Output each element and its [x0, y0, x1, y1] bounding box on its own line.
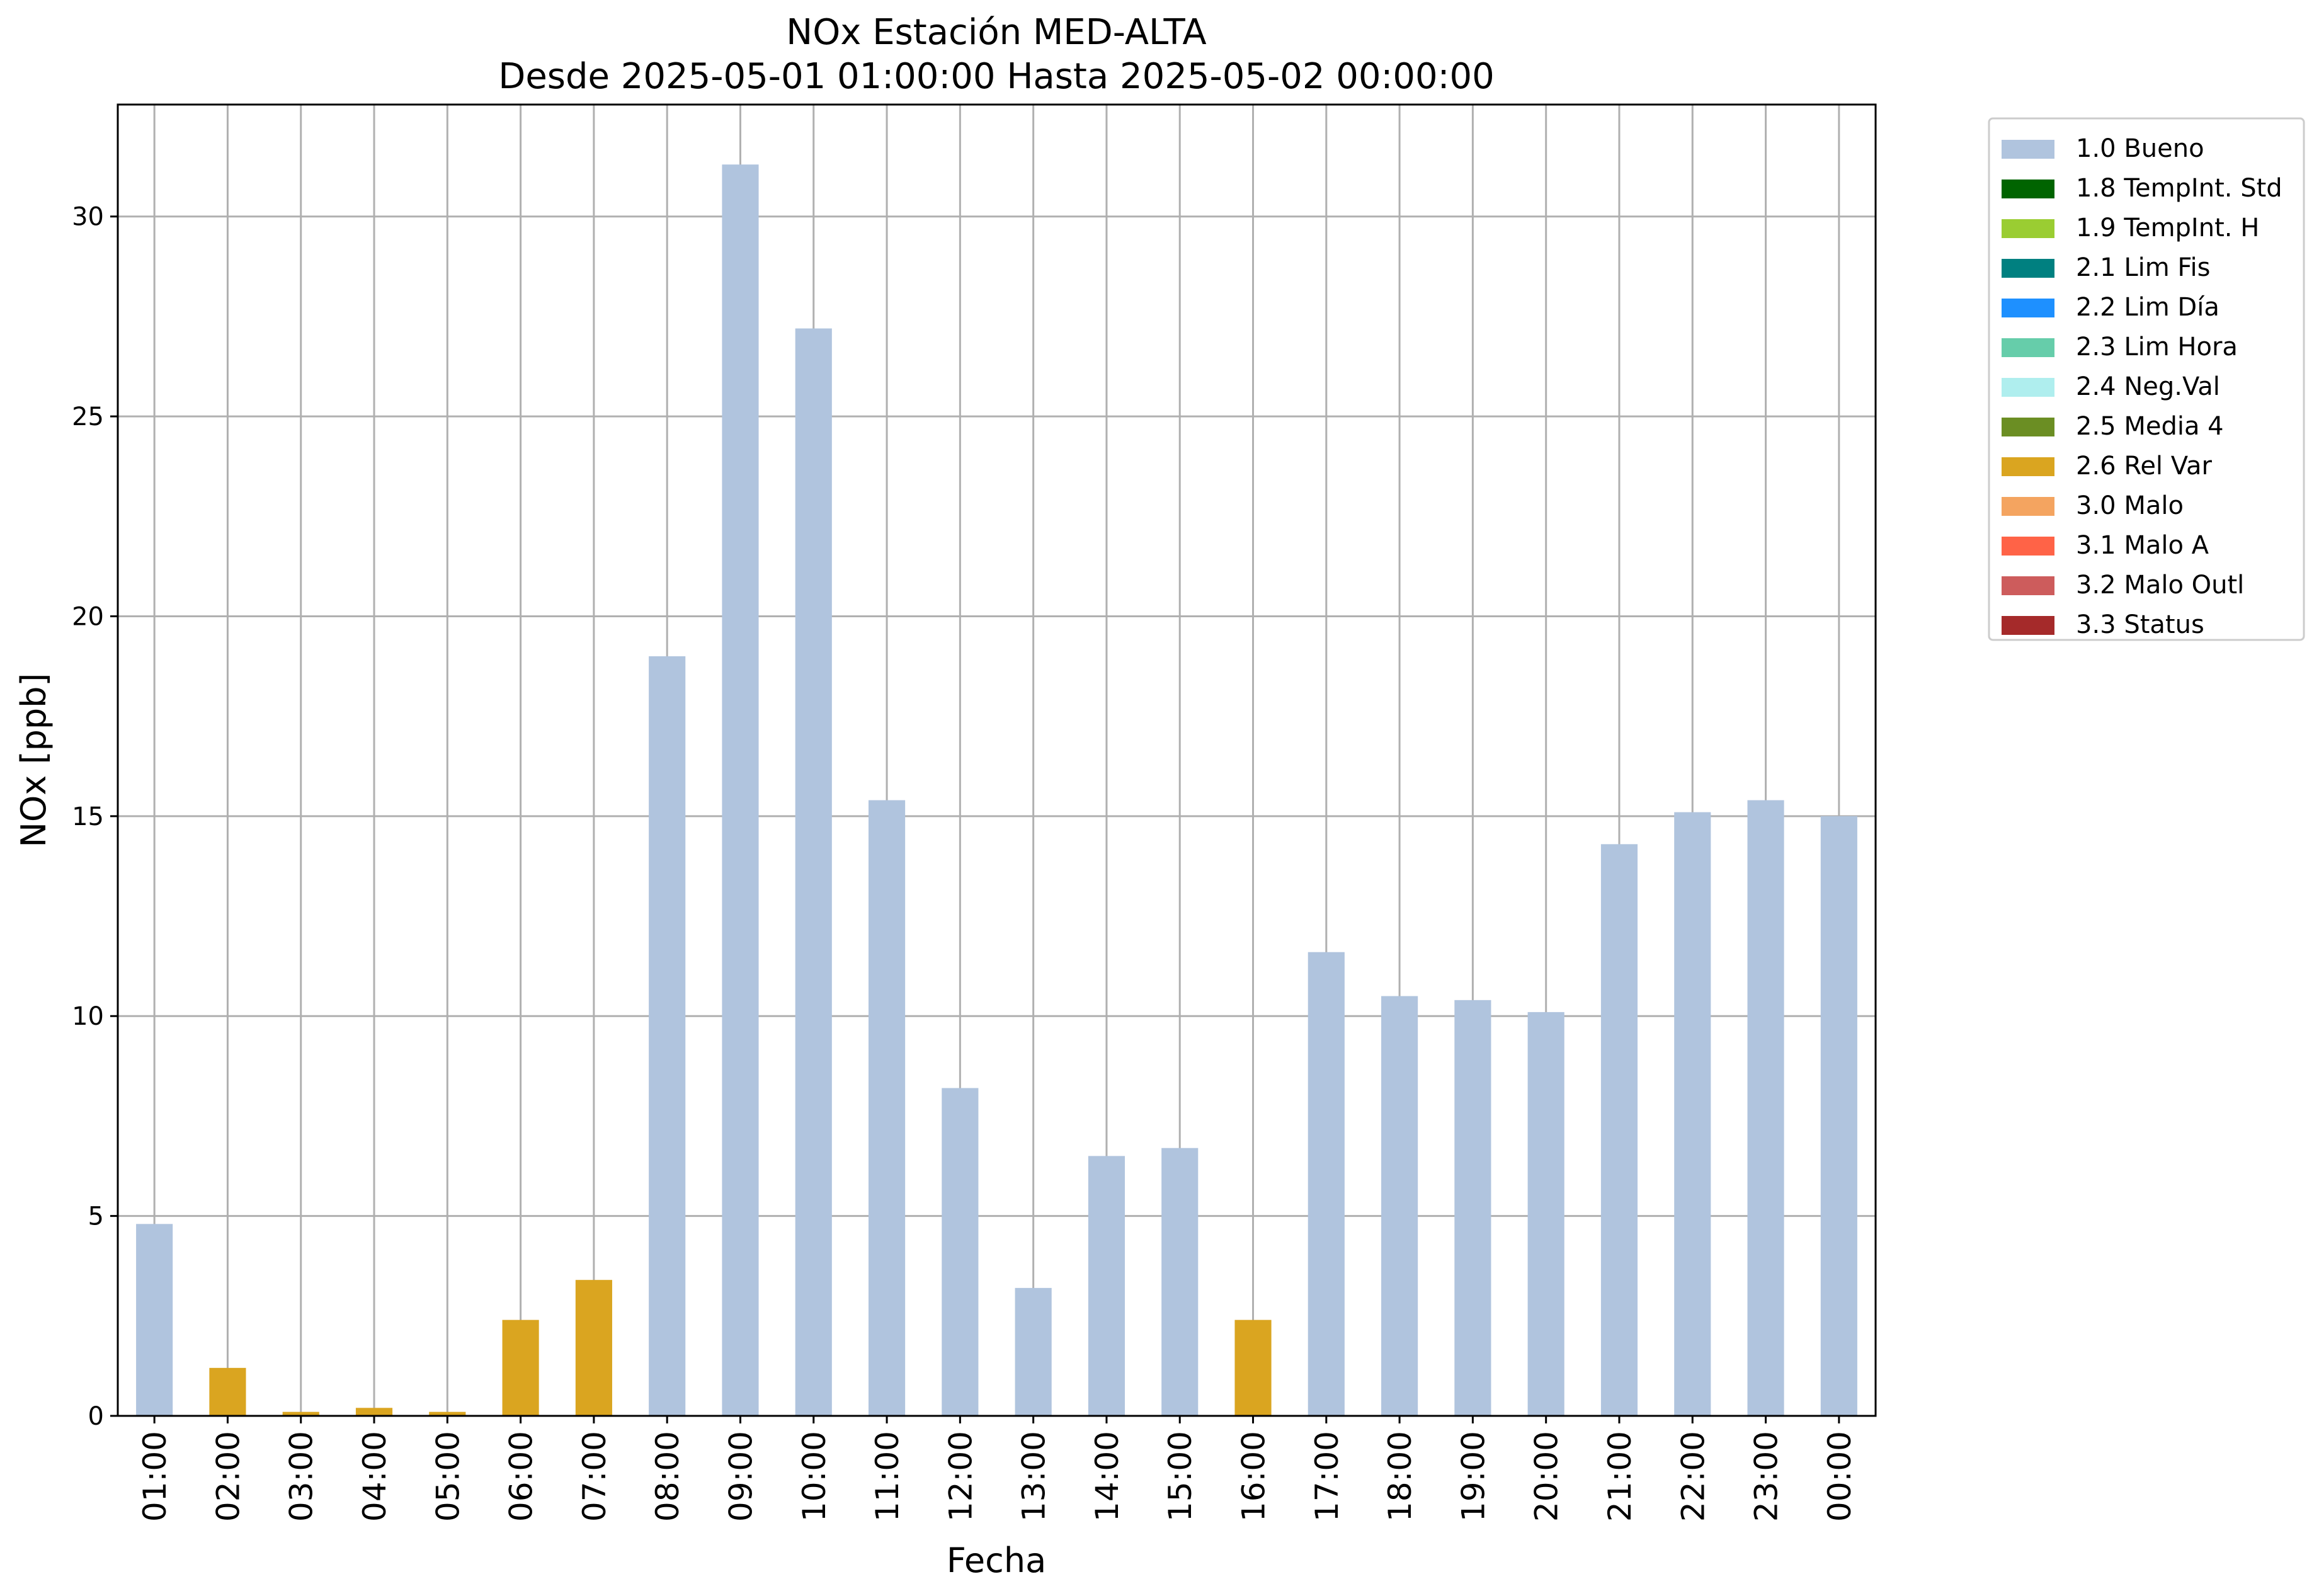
- bar-1500: [1161, 1148, 1199, 1416]
- y-tick-label: 15: [72, 802, 104, 831]
- bar-1100: [868, 800, 906, 1416]
- x-tick-label: 19:00: [1455, 1431, 1491, 1522]
- x-tick-label: 11:00: [869, 1431, 906, 1522]
- bar-2000: [1527, 1012, 1564, 1416]
- x-tick-label: 13:00: [1016, 1431, 1052, 1522]
- bar-0100: [136, 1224, 173, 1416]
- legend-label: 2.1 Lim Fis: [2076, 253, 2210, 282]
- bar-0800: [649, 656, 686, 1416]
- bar-0900: [722, 164, 759, 1416]
- chart-subtitle: Desde 2025-05-01 01:00:00 Hasta 2025-05-…: [498, 56, 1495, 97]
- y-axis: 0 5 10 15 20 25 30: [72, 203, 118, 1431]
- y-tick-label: 30: [72, 203, 104, 232]
- bar-1000: [795, 328, 832, 1416]
- legend-label: 3.1 Malo A: [2076, 531, 2209, 560]
- y-tick-label: 20: [72, 602, 104, 631]
- x-tick-label: 15:00: [1162, 1431, 1199, 1522]
- y-tick-label: 10: [72, 1002, 104, 1031]
- bar-2100: [1600, 844, 1638, 1416]
- bar-1200: [942, 1088, 979, 1416]
- bar-1600: [1234, 1320, 1272, 1416]
- legend-label: 3.2 Malo Outl: [2076, 571, 2244, 600]
- legend-frame: [1988, 117, 2305, 641]
- bar-0200: [209, 1367, 246, 1416]
- legend-swatch: [2002, 537, 2054, 556]
- x-tick-label: 14:00: [1089, 1431, 1125, 1522]
- x-tick-label: 23:00: [1748, 1431, 1785, 1522]
- bar-0400: [355, 1408, 393, 1416]
- legend-label: 2.4 Neg.Val: [2076, 372, 2220, 401]
- x-tick-label: 18:00: [1382, 1431, 1418, 1522]
- chart-title: NOx Estación MED-ALTA: [786, 12, 1206, 53]
- legend-swatch: [2002, 140, 2054, 159]
- x-tick-label: 07:00: [576, 1431, 613, 1522]
- legend-label: 2.6 Rel Var: [2076, 452, 2213, 481]
- legend-label: 3.3 Status: [2076, 610, 2204, 639]
- y-tick-label: 5: [88, 1202, 104, 1231]
- bar-0700: [575, 1280, 612, 1416]
- x-tick-label: 05:00: [430, 1431, 466, 1522]
- bars-group: [136, 164, 1857, 1416]
- x-tick-label: 16:00: [1236, 1431, 1272, 1522]
- x-tick-label: 04:00: [356, 1431, 393, 1522]
- legend-label: 1.9 TempInt. H: [2076, 214, 2259, 242]
- legend-swatch: [2002, 180, 2054, 198]
- x-tick-label: 21:00: [1602, 1431, 1638, 1522]
- bar-0500: [429, 1411, 466, 1416]
- bar-0600: [502, 1320, 539, 1416]
- x-tick-label: 12:00: [942, 1431, 979, 1522]
- y-axis-label: NOx [ppb]: [14, 673, 54, 848]
- bar-1800: [1381, 996, 1418, 1416]
- legend-swatch: [2002, 219, 2054, 238]
- legend: 1.0 Bueno 1.8 TempInt. Std 1.9 TempInt. H 2…: [1988, 117, 2305, 641]
- plot-frame: [117, 103, 1877, 1417]
- y-tick-label: 25: [72, 402, 104, 431]
- x-tick-label: 01:00: [137, 1431, 173, 1522]
- bar-0300: [282, 1411, 319, 1416]
- legend-swatch: [2002, 259, 2054, 278]
- bar-1300: [1015, 1287, 1052, 1416]
- legend-swatch: [2002, 616, 2054, 635]
- x-axis: 01:00 02:00 03:00 04:00 05:00 06:00 07:00 08:00…: [137, 1416, 1858, 1522]
- bar-1400: [1088, 1156, 1125, 1416]
- x-tick-label: 09:00: [722, 1431, 759, 1522]
- bar-2200: [1674, 812, 1711, 1416]
- bar-1900: [1454, 1000, 1491, 1416]
- legend-label: 1.8 TempInt. Std: [2076, 174, 2282, 203]
- legend-swatch: [2002, 338, 2054, 357]
- legend-swatch: [2002, 576, 2054, 595]
- legend-label: 2.3 Lim Hora: [2076, 333, 2238, 362]
- x-tick-label: 06:00: [503, 1431, 540, 1522]
- y-tick-label: 0: [88, 1402, 104, 1431]
- legend-swatch: [2002, 457, 2054, 476]
- legend-label: 3.0 Malo: [2076, 491, 2184, 520]
- bar-1700: [1308, 952, 1345, 1416]
- x-tick-label: 08:00: [649, 1431, 686, 1522]
- x-tick-label: 22:00: [1675, 1431, 1711, 1522]
- legend-swatch: [2002, 418, 2054, 436]
- x-tick-label: 10:00: [796, 1431, 833, 1522]
- legend-label: 1.0 Bueno: [2076, 134, 2204, 163]
- legend-label: 2.5 Media 4: [2076, 412, 2224, 441]
- x-tick-label: 03:00: [283, 1431, 320, 1522]
- legend-swatch: [2002, 497, 2054, 516]
- legend-swatch: [2002, 378, 2054, 397]
- x-tick-label: 02:00: [210, 1431, 246, 1522]
- legend-swatch: [2002, 299, 2054, 317]
- x-axis-label: Fecha: [947, 1541, 1046, 1580]
- x-tick-label: 20:00: [1529, 1431, 1565, 1522]
- bar-0000: [1820, 816, 1857, 1416]
- legend-label: 2.2 Lim Día: [2076, 293, 2219, 322]
- x-tick-label: 00:00: [1821, 1431, 1858, 1522]
- x-tick-label: 17:00: [1309, 1431, 1345, 1522]
- bar-2300: [1747, 800, 1784, 1416]
